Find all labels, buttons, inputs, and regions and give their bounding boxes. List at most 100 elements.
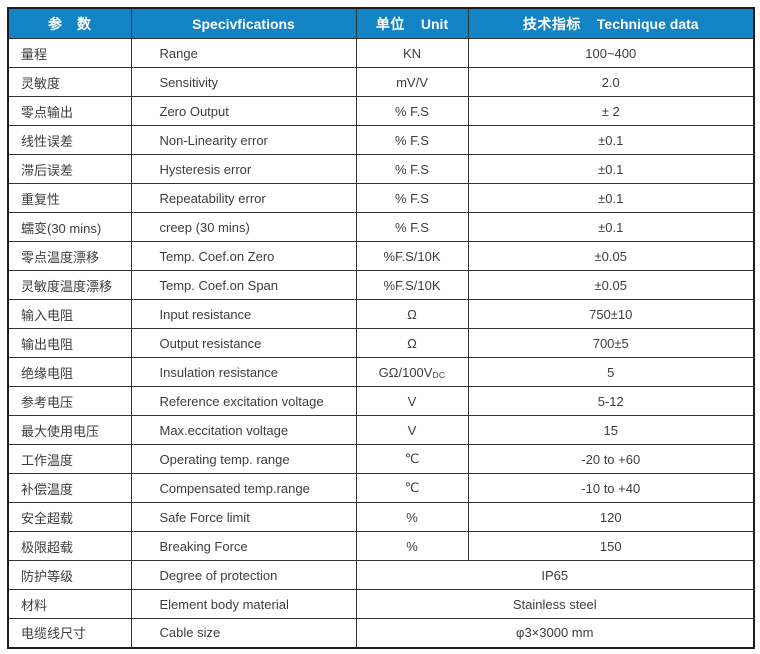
table-row: 材料 Element body material Stainless steel xyxy=(7,589,755,619)
parameter-cell: 零点温度漂移 xyxy=(7,241,132,271)
table-row: 输出电阻 Output resistance Ω 700±5 xyxy=(7,328,755,358)
table-row: 工作温度 Operating temp. range ℃ -20 to +60 xyxy=(7,444,755,474)
value-cell: 150 xyxy=(467,531,755,561)
header-label-unit-zh: 单位 xyxy=(375,15,405,32)
specification-cell: Repeatability error xyxy=(130,183,357,213)
parameter-cell: 量程 xyxy=(7,38,132,68)
header-label-parameter-zh: 参 数 xyxy=(48,15,92,32)
table-row: 零点输出 Zero Output % F.S ± 2 xyxy=(7,96,755,126)
specification-cell: Temp. Coef.on Zero xyxy=(130,241,357,271)
value-cell: 750±10 xyxy=(467,299,755,329)
table-row: 参考电压 Reference excitation voltage V 5-12 xyxy=(7,386,755,416)
specification-cell: Operating temp. range xyxy=(130,444,357,474)
specification-cell: creep (30 mins) xyxy=(130,212,357,242)
parameter-cell: 安全超载 xyxy=(7,502,132,532)
unit-text: GΩ/100V xyxy=(378,364,433,380)
specification-cell: Input resistance xyxy=(130,299,357,329)
unit-text: % F.S xyxy=(395,103,429,119)
unit-text: V xyxy=(407,422,417,438)
specifications-table: 参 数 Specivfications 单位 Unit 技术指标 Technique… xyxy=(7,7,755,649)
unit-cell: %F.S/10K xyxy=(355,241,469,271)
value-cell: 2.0 xyxy=(467,67,755,97)
table-row: 最大使用电压 Max.eccitation voltage V 15 xyxy=(7,415,755,445)
parameter-cell: 滞后误差 xyxy=(7,154,132,184)
specification-cell: Cable size xyxy=(130,618,357,648)
table-row: 灵敏度 Sensitivity mV/V 2.0 xyxy=(7,67,755,97)
table-row: 安全超载 Safe Force limit% 120 xyxy=(7,502,755,532)
table-row: 输入电阻 Input resistance Ω 750±10 xyxy=(7,299,755,329)
parameter-cell: 材料 xyxy=(7,589,132,619)
table-row: 量程 Range KN 100~400 xyxy=(7,38,755,68)
table-row: 线性误差 Non-Linearity error % F.S ±0.1 xyxy=(7,125,755,155)
unit-cell: GΩ/100VDC xyxy=(355,357,469,387)
specification-cell: Degree of protection xyxy=(130,560,357,590)
header-label-technique-zh: 技术指标 xyxy=(522,15,581,32)
parameter-cell: 线性误差 xyxy=(7,125,132,155)
unit-text: %F.S/10K xyxy=(383,248,441,264)
unit-text: Ω xyxy=(407,306,417,322)
value-cell: ±0.1 xyxy=(467,183,755,213)
unit-cell: V xyxy=(355,415,469,445)
header-cell-technique-data: 技术指标 Technique data xyxy=(467,7,755,39)
unit-cell: mV/V xyxy=(355,67,469,97)
value-cell: 15 xyxy=(467,415,755,445)
parameter-cell: 电缆线尺寸 xyxy=(7,618,132,648)
unit-cell: % F.S xyxy=(355,125,469,155)
parameter-cell: 零点输出 xyxy=(7,96,132,126)
parameter-cell: 灵敏度温度漂移 xyxy=(7,270,132,300)
parameter-cell: 补偿温度 xyxy=(7,473,132,503)
unit-cell: % xyxy=(355,502,469,532)
unit-cell: KN xyxy=(355,38,469,68)
unit-text: ℃ xyxy=(404,451,420,466)
parameter-cell: 参考电压 xyxy=(7,386,132,416)
unit-cell: % F.S xyxy=(355,96,469,126)
table-row: 滞后误差 Hysteresis error % F.S ±0.1 xyxy=(7,154,755,184)
specification-cell: Range xyxy=(130,38,357,68)
specification-cell: Non-Linearity error xyxy=(130,125,357,155)
value-cell: -20 to +60 xyxy=(467,444,755,474)
value-cell: 700±5 xyxy=(467,328,755,358)
table-row: 灵敏度温度漂移 Temp. Coef.on Span %F.S/10K ±0.05 xyxy=(7,270,755,300)
unit-text: % F.S xyxy=(395,219,429,235)
parameter-cell: 工作温度 xyxy=(7,444,132,474)
parameter-cell: 蠕变(30 mins) xyxy=(7,212,132,242)
table-body: 量程 Range KN 100~400 灵敏度 Sensitivity mV/V 2.0 零点输… xyxy=(7,38,755,648)
value-cell-merged: φ3×3000 mm xyxy=(355,618,755,648)
unit-cell: V xyxy=(355,386,469,416)
unit-text: % F.S xyxy=(395,190,429,206)
header-row: 参 数 Specivfications 单位 Unit 技术指标 Technique… xyxy=(7,7,755,39)
unit-cell: Ω xyxy=(355,328,469,358)
unit-text: % F.S xyxy=(395,132,429,148)
table-row: 电缆线尺寸 Cable size φ3×3000 mm xyxy=(7,618,755,648)
unit-cell: % F.S xyxy=(355,183,469,213)
header-label-unit-en: Unit xyxy=(420,15,449,32)
unit-cell: % F.S xyxy=(355,212,469,242)
table-row: 重复性 Repeatability error % F.S ±0.1 xyxy=(7,183,755,213)
parameter-cell: 防护等级 xyxy=(7,560,132,590)
parameter-cell: 最大使用电压 xyxy=(7,415,132,445)
table-row: 绝缘电阻 Insulation resistance GΩ/100VDC 5 xyxy=(7,357,755,387)
specification-cell: Compensated temp.range xyxy=(130,473,357,503)
header-cell-parameter: 参 数 xyxy=(7,7,132,39)
specification-cell: Temp. Coef.on Span xyxy=(130,270,357,300)
specification-cell: Output resistance xyxy=(130,328,357,358)
specification-cell: Zero Output xyxy=(130,96,357,126)
parameter-cell: 输入电阻 xyxy=(7,299,132,329)
value-cell: ± 2 xyxy=(467,96,755,126)
header-label-technique-en: Technique data xyxy=(596,15,699,32)
specification-cell: Breaking Force xyxy=(130,531,357,561)
unit-cell: % F.S xyxy=(355,154,469,184)
unit-cell: %F.S/10K xyxy=(355,270,469,300)
table-row: 蠕变(30 mins) creep (30 mins) % F.S ±0.1 xyxy=(7,212,755,242)
value-cell: 120 xyxy=(467,502,755,532)
table-row: 零点温度漂移 Temp. Coef.on Zero %F.S/10K ±0.05 xyxy=(7,241,755,271)
specification-cell: Sensitivity xyxy=(130,67,357,97)
table-row: 极限超载 Breaking Force% 150 xyxy=(7,531,755,561)
unit-cell: ℃ xyxy=(355,444,469,474)
header-cell-specifications: Specivfications xyxy=(130,7,357,39)
specification-cell: Reference excitation voltage xyxy=(130,386,357,416)
parameter-cell: 极限超载 xyxy=(7,531,132,561)
parameter-cell: 绝缘电阻 xyxy=(7,357,132,387)
unit-subscript: DC xyxy=(432,369,446,380)
parameter-cell: 灵敏度 xyxy=(7,67,132,97)
